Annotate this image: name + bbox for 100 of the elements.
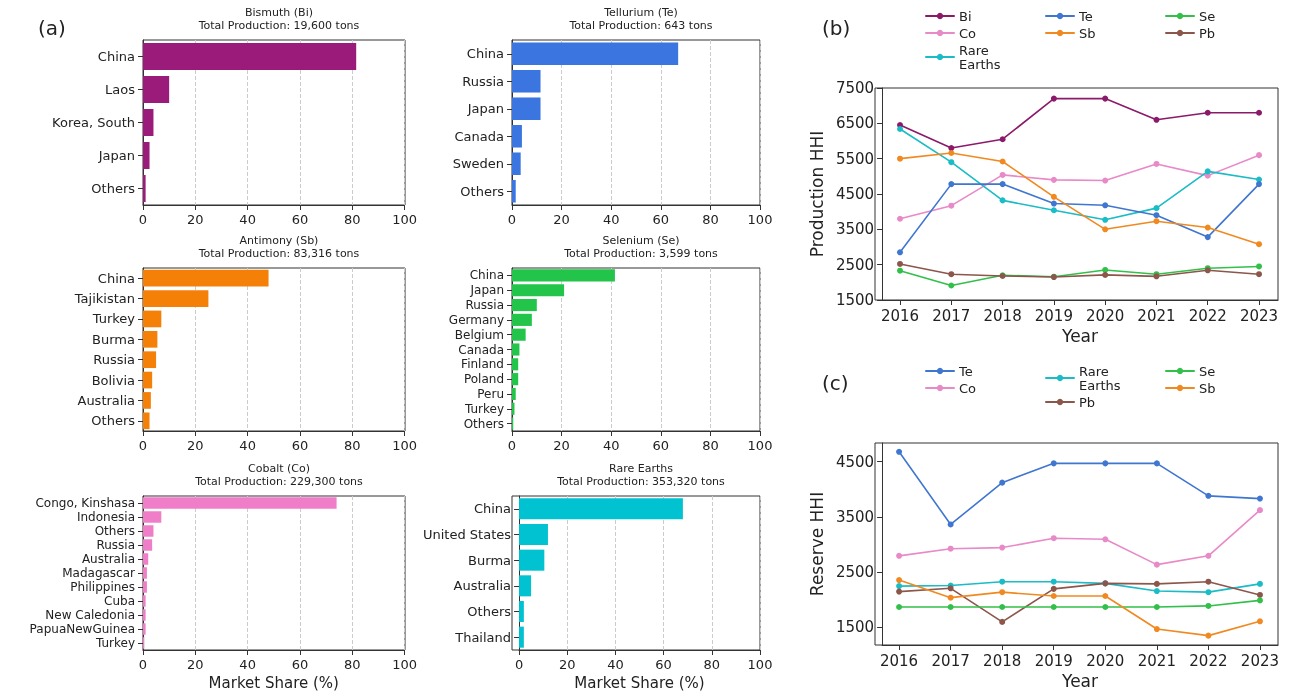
chart-subtitle: Total Production: 19,600 tons xyxy=(197,19,360,32)
x-tick-label: 2023 xyxy=(1239,306,1279,325)
y-tick-label: Turkey xyxy=(91,311,136,327)
y-tick-label: Congo, Kinshasa xyxy=(35,496,135,510)
x-tick-label: 40 xyxy=(607,657,624,672)
chart-title: Rare Earths xyxy=(609,462,674,475)
y-tick-label: Japan xyxy=(97,148,135,163)
x-tick-label: 20 xyxy=(187,657,204,672)
x-tick-label: 100 xyxy=(392,657,418,672)
y-tick-label: China xyxy=(97,49,135,64)
y-tick-label: 4500 xyxy=(835,452,875,471)
y-tick-label: Cuba xyxy=(104,594,135,608)
x-axis-title: Year xyxy=(1061,326,1099,347)
x-tick-label: 2021 xyxy=(1137,651,1176,670)
y-tick-label: Madagascar xyxy=(62,566,136,580)
y-tick-label: Philippines xyxy=(70,580,135,594)
x-tick-label: 80 xyxy=(344,438,361,453)
x-tick-label: 2022 xyxy=(1189,651,1228,670)
legend-label: Pb xyxy=(1199,25,1216,41)
y-tick-label: China xyxy=(473,501,512,517)
y-tick-label: Canada xyxy=(454,128,504,144)
x-tick-label: 60 xyxy=(652,438,670,453)
y-tick-label: Burma xyxy=(468,552,512,568)
chart-subtitle: Total Production: 229,300 tons xyxy=(194,475,364,488)
x-axis-title: Market Share (%) xyxy=(208,674,339,693)
chart-subtitle: Total Production: 643 tons xyxy=(568,19,713,32)
y-tick-label: Canada xyxy=(458,342,504,357)
y-tick-label: Sweden xyxy=(452,156,504,172)
y-tick-label: Indonesia xyxy=(76,510,135,524)
text: (c) xyxy=(822,371,849,395)
y-tick-label: Australia xyxy=(77,392,135,408)
x-tick-label: 20 xyxy=(187,212,204,227)
y-tick-label: 4500 xyxy=(835,185,875,203)
legend-label: Bi xyxy=(959,8,972,24)
legend-label: Se xyxy=(1199,363,1216,379)
y-tick-label: Others xyxy=(94,524,135,538)
y-tick-label: 1500 xyxy=(835,617,875,636)
y-tick-label: Germany xyxy=(448,312,504,327)
x-tick-label: 0 xyxy=(138,438,148,453)
x-tick-label: 20 xyxy=(553,212,570,227)
y-tick-label: China xyxy=(469,268,504,283)
x-tick-label: 2019 xyxy=(1034,651,1073,670)
y-tick-label: Others xyxy=(91,413,136,429)
x-tick-label: 100 xyxy=(392,212,418,227)
y-tick-label: 2500 xyxy=(835,255,875,274)
x-tick-label: 80 xyxy=(344,657,361,672)
x-axis-title: Market Share (%) xyxy=(574,674,705,693)
x-tick-label: 2023 xyxy=(1240,651,1280,670)
legend-label: Co xyxy=(959,25,977,41)
y-tick-label: Laos xyxy=(105,82,136,97)
x-tick-label: 2016 xyxy=(880,306,920,325)
y-tick-label: Russia xyxy=(462,73,504,89)
y-tick-label: 3500 xyxy=(835,220,875,239)
y-tick-label: China xyxy=(97,270,135,286)
x-axis-title: Year xyxy=(1061,671,1099,692)
chart-subtitle: Total Production: 3,599 tons xyxy=(563,247,719,260)
y-tick-label: Finland xyxy=(461,357,504,372)
chart-title: Bismuth (Bi) xyxy=(245,6,313,19)
x-tick-label: 0 xyxy=(138,657,148,672)
legend-label: Co xyxy=(959,380,977,396)
y-tick-label: United States xyxy=(423,527,512,542)
y-tick-label: New Caledonia xyxy=(45,608,135,622)
y-tick-label: Russia xyxy=(465,298,504,313)
x-tick-label: 40 xyxy=(602,212,620,227)
x-tick-label: 60 xyxy=(291,657,309,672)
legend-label: Sb xyxy=(1079,25,1096,41)
y-tick-label: Russia xyxy=(96,538,135,552)
y-tick-label: China xyxy=(466,46,504,62)
y-tick-label: Japan xyxy=(469,283,504,298)
x-tick-label: 2018 xyxy=(983,306,1022,325)
legend-label: Rare Earths xyxy=(959,42,1001,72)
y-tick-label: Australia xyxy=(453,578,512,594)
chart-subtitle: Total Production: 83,316 tons xyxy=(197,247,360,260)
y-tick-label: Tajikistan xyxy=(73,291,135,307)
y-tick-label: Others xyxy=(91,181,136,196)
y-tick-label: Australia xyxy=(81,552,135,566)
legend-label: Se xyxy=(1199,8,1216,24)
x-tick-label: 2020 xyxy=(1086,651,1125,670)
x-tick-label: 2021 xyxy=(1137,306,1176,325)
x-tick-label: 40 xyxy=(239,212,256,227)
x-tick-label: 100 xyxy=(747,212,773,227)
x-tick-label: 0 xyxy=(514,657,524,672)
x-tick-label: 80 xyxy=(702,438,719,453)
y-tick-label: 1500 xyxy=(835,291,875,309)
text: (b) xyxy=(822,16,851,40)
x-tick-label: 2017 xyxy=(931,651,970,670)
x-tick-label: 60 xyxy=(655,657,672,672)
x-tick-label: 80 xyxy=(702,212,719,227)
chart-title: Selenium (Se) xyxy=(602,234,680,247)
legend-label: Te xyxy=(1078,8,1093,24)
y-tick-label: Others xyxy=(463,416,504,431)
y-tick-label: 3500 xyxy=(835,507,875,526)
y-tick-label: Japan xyxy=(466,101,504,117)
x-tick-label: 2017 xyxy=(932,306,971,325)
legend-label: Rare Earths xyxy=(1079,363,1121,393)
y-tick-label: Russia xyxy=(93,352,135,368)
y-tick-label: PapuaNewGuinea xyxy=(29,622,135,636)
x-tick-label: 100 xyxy=(747,657,773,672)
y-tick-label: Turkey xyxy=(94,636,135,650)
x-tick-label: 20 xyxy=(553,438,570,453)
